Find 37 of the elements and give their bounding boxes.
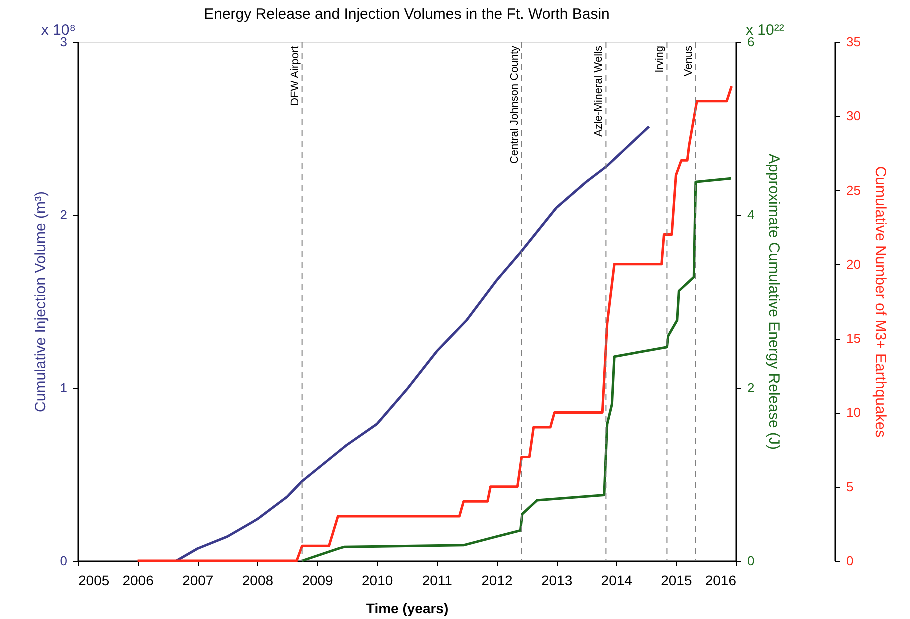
y2-tick-label: 0 — [748, 554, 755, 568]
x-tick-label: 2016 — [705, 572, 737, 588]
y2-tick-label: 2 — [748, 380, 755, 396]
y3-tick-label: 15 — [846, 331, 861, 346]
x-tick-label: 2009 — [302, 572, 334, 588]
x-tick-label: 2005 — [78, 572, 110, 588]
y3-tick-label: 25 — [846, 182, 861, 198]
y3-axis-title: Cumulative Number of M3+ Earthquakes — [872, 166, 889, 438]
y3-tick-label: 30 — [846, 108, 861, 124]
y-tick-label: 1 — [60, 380, 68, 396]
y3-tick-label: 5 — [846, 479, 854, 494]
ref-line-label: Venus — [682, 46, 695, 77]
x-tick-label: 2014 — [601, 572, 633, 588]
x-tick-label: 2011 — [422, 572, 453, 588]
x-tick-label: 2012 — [482, 572, 514, 588]
x-tick-label: 2010 — [362, 572, 394, 588]
y-axis-title: Cumulative Injection Volume (m³) — [32, 192, 50, 412]
y3-tick-label: 10 — [846, 405, 861, 420]
x-axis-title: Time (years) — [366, 600, 449, 616]
x-tick-label: 2007 — [182, 572, 214, 588]
x-tick-label: 2008 — [242, 572, 274, 588]
y3-tick-label: 35 — [846, 34, 861, 50]
y-tick-label: 0 — [60, 554, 68, 568]
ref-line-label: DFW Airport — [289, 46, 302, 106]
ref-line-label: Central Johnson County — [508, 46, 521, 164]
y3-tick-label: 20 — [846, 256, 861, 272]
ref-line-label: Azle-Mineral Wells — [593, 46, 606, 137]
x-tick-label: 2015 — [661, 572, 692, 588]
chart-title: Energy Release and Injection Volumes in the Ft. Worth Basin — [204, 6, 610, 23]
y-tick-label: 2 — [60, 208, 68, 222]
y3-tick-label: 0 — [846, 554, 854, 568]
x-tick-label: 2006 — [122, 572, 154, 588]
line-series — [301, 177, 732, 562]
y2-tick-label: 4 — [748, 208, 755, 222]
x-tick-label: 2013 — [541, 572, 573, 588]
y2-axis-title: Approximate Cumulative Energy Release (J) — [766, 154, 783, 450]
ref-line-label: Irving — [654, 46, 666, 73]
